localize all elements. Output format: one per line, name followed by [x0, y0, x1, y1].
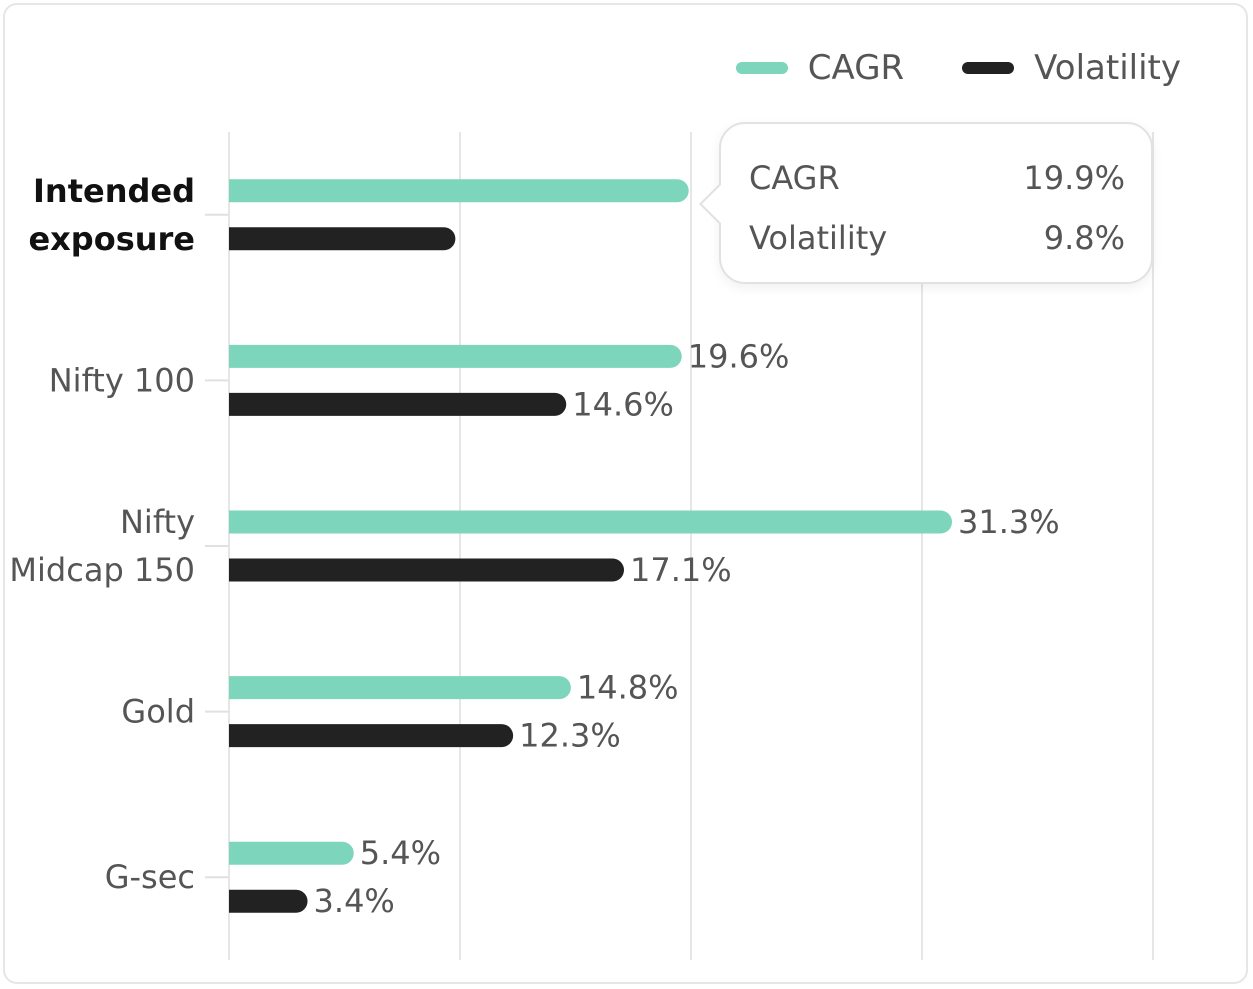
legend-swatch-cagr	[735, 62, 788, 74]
tooltip-row-cagr: CAGR 19.9%	[749, 152, 1125, 204]
tooltip-value-cagr: 19.9%	[1023, 159, 1125, 197]
tooltip-row-volatility: Volatility 9.8%	[749, 212, 1125, 264]
bar-cagr-nifty-100	[229, 344, 682, 368]
data-label-volatility-nifty-100: 14.6%	[572, 385, 674, 423]
bar-volatility-g-sec	[229, 889, 308, 913]
tooltip: CAGR 19.9% Volatility 9.8%	[699, 122, 1153, 284]
bar-cagr-gold	[229, 676, 571, 700]
data-label-cagr-nifty-100: 19.6%	[688, 337, 790, 375]
bar-volatility-gold	[229, 724, 514, 748]
category-label-intended-exposure-line-2: exposure	[28, 220, 195, 258]
bar-volatility-intended-exposure	[229, 227, 456, 251]
bar-cagr-nifty-midcap-150	[229, 510, 953, 534]
chart-legend: CAGR Volatility	[678, 48, 1181, 88]
legend-item-volatility[interactable]: Volatility	[962, 48, 1181, 88]
bar-cagr-g-sec	[229, 841, 354, 865]
data-label-volatility-gold: 12.3%	[519, 717, 621, 755]
data-label-cagr-nifty-midcap-150: 31.3%	[958, 503, 1060, 541]
category-label-nifty-midcap-150-line-2: Midcap 150	[9, 551, 195, 589]
data-label-cagr-gold: 14.8%	[577, 669, 679, 707]
tooltip-label-cagr: CAGR	[749, 159, 840, 197]
data-label-volatility-g-sec: 3.4%	[314, 882, 395, 920]
tooltip-label-volatility: Volatility	[749, 219, 888, 257]
legend-label-cagr: CAGR	[807, 48, 905, 88]
tooltip-arrow-inner	[702, 184, 722, 224]
bar-volatility-nifty-midcap-150	[229, 558, 625, 582]
legend-label-volatility: Volatility	[1034, 48, 1181, 88]
category-label-nifty-midcap-150-line-1: Nifty	[120, 503, 195, 541]
category-label-intended-exposure-line-1: Intended	[33, 172, 195, 210]
bar-volatility-nifty-100	[229, 392, 567, 416]
category-label-g-sec: G-sec	[105, 858, 195, 896]
data-label-cagr-g-sec: 5.4%	[360, 834, 441, 872]
legend-item-cagr[interactable]: CAGR	[735, 48, 905, 88]
legend-swatch-volatility	[962, 62, 1015, 74]
tooltip-value-volatility: 9.8%	[1043, 219, 1125, 257]
bar-cagr-intended-exposure	[229, 179, 689, 203]
data-label-volatility-nifty-midcap-150: 17.1%	[630, 551, 732, 589]
category-label-gold: Gold	[121, 693, 195, 731]
category-label-nifty-100: Nifty 100	[49, 361, 195, 399]
